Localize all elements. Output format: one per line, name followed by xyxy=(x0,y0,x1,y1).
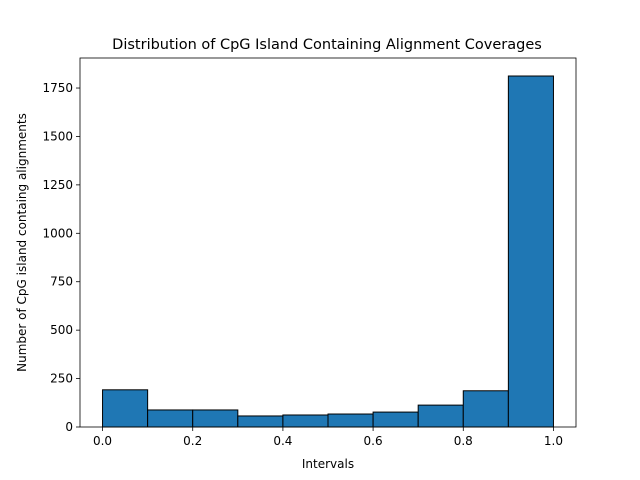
y-tick-label-4: 1000 xyxy=(42,226,73,240)
x-ticks-group: 0.0 0.2 0.4 0.6 0.8 1.0 xyxy=(93,427,563,448)
histogram-bar-7 xyxy=(417,404,464,428)
x-tick-label-5: 1.0 xyxy=(544,434,563,448)
chart-title: Distribution of CpG Island Containing Al… xyxy=(112,37,542,53)
bars-group xyxy=(102,75,554,428)
histogram-bar-5 xyxy=(327,413,374,428)
y-tick-label-7: 1750 xyxy=(42,81,73,95)
y-tick-label-1: 250 xyxy=(50,372,73,386)
histogram-bar-6 xyxy=(372,411,419,428)
histogram-bar-0 xyxy=(102,389,149,428)
x-tick-label-2: 0.4 xyxy=(273,434,292,448)
y-tick-label-5: 1250 xyxy=(42,178,73,192)
histogram-bar-2 xyxy=(192,409,239,428)
x-tick-label-0: 0.0 xyxy=(93,434,112,448)
histogram-bar-4 xyxy=(282,414,329,428)
x-tick-label-1: 0.2 xyxy=(183,434,202,448)
y-axis-label: Number of CpG island containg alignments xyxy=(15,113,29,372)
y-ticks-group: 0 250 500 750 1000 1250 1500 1750 xyxy=(42,81,80,434)
histogram-bar-9 xyxy=(507,75,554,428)
axes-frame xyxy=(79,57,577,428)
y-tick-label-3: 750 xyxy=(50,275,73,289)
x-axis-label: Intervals xyxy=(302,457,354,471)
y-tick-label-6: 1500 xyxy=(42,129,73,143)
histogram-bar-3 xyxy=(237,415,284,428)
y-tick-label-0: 0 xyxy=(65,420,73,434)
x-tick-label-4: 0.8 xyxy=(454,434,473,448)
x-tick-label-3: 0.6 xyxy=(364,434,383,448)
histogram-bar-1 xyxy=(147,409,194,428)
y-tick-label-2: 500 xyxy=(50,323,73,337)
histogram-bar-8 xyxy=(462,390,509,428)
